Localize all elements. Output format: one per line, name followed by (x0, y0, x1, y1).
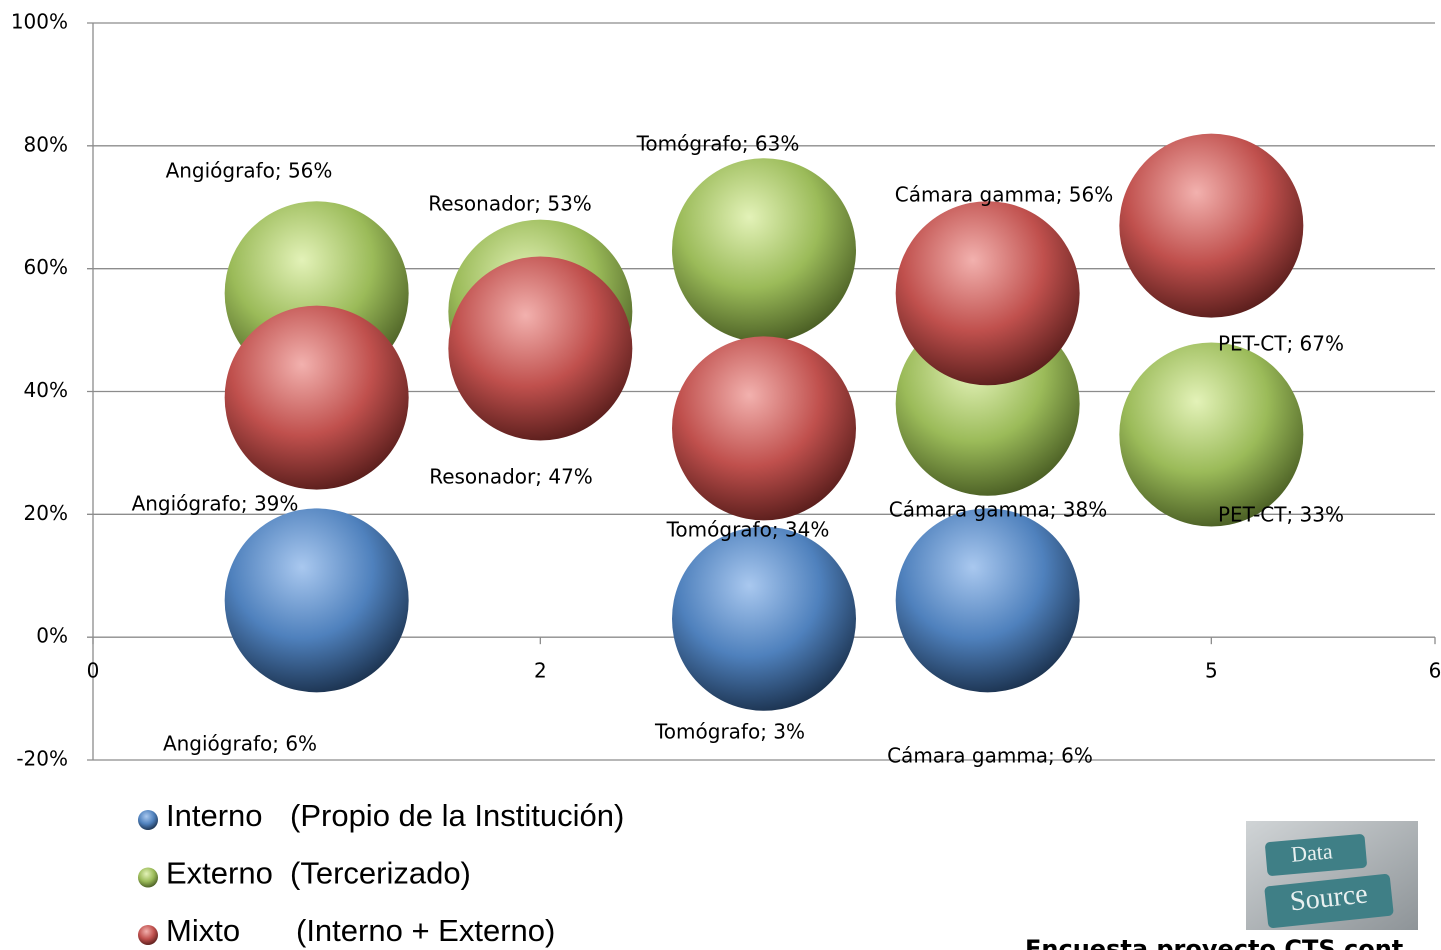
data-label: Tomógrafo; 34% (666, 518, 830, 542)
legend-marker (138, 810, 158, 830)
bubble (224, 305, 409, 490)
y-tick-label: 60% (24, 255, 68, 279)
bubble (1119, 133, 1304, 318)
source-image: Data Source (1246, 821, 1418, 930)
legend: Interno (Propio de la Institución) Externo… (138, 798, 624, 948)
y-tick-label: 100% (11, 10, 68, 34)
data-label: Cámara gamma; 56% (895, 183, 1114, 207)
bubble (448, 256, 633, 441)
bubble (1119, 342, 1304, 527)
legend-description: (Propio de la Institución) (290, 798, 624, 833)
x-tick-label: 0 (87, 659, 100, 683)
data-label: Tomógrafo; 3% (654, 720, 805, 744)
x-tick-label: 5 (1205, 659, 1218, 683)
legend-marker (138, 925, 158, 945)
y-tick-label: 0% (36, 624, 68, 648)
legend-label: Interno (166, 798, 263, 833)
data-label: Cámara gamma; 38% (889, 498, 1108, 522)
data-label: PET-CT; 67% (1218, 332, 1344, 356)
source-text: Encuesta proyecto CTS cont (1025, 935, 1403, 950)
y-tick-label: 40% (24, 378, 68, 402)
data-labels: Angiógrafo; 6% Tomógrafo; 3% Cámara gamma;… (132, 132, 1344, 768)
y-tick-label: 20% (24, 501, 68, 525)
key (1265, 834, 1367, 876)
legend-label: Mixto (166, 913, 240, 948)
bubble (672, 336, 856, 521)
bubble (895, 201, 1080, 386)
legend-label: Externo (166, 856, 273, 891)
bubble (224, 508, 409, 693)
data-label: Angiógrafo; 6% (163, 732, 317, 756)
bubble (672, 526, 856, 711)
data-label: PET-CT; 33% (1218, 503, 1344, 527)
bubbles (224, 133, 1304, 711)
y-tick-label: 80% (24, 132, 68, 156)
legend-description: (Interno + Externo) (296, 913, 555, 948)
x-tick-label: 2 (534, 659, 547, 683)
x-tick-label: 6 (1429, 659, 1441, 683)
bubble (895, 508, 1080, 693)
legend-marker (138, 867, 158, 888)
data-label: Angiógrafo; 39% (132, 492, 299, 516)
data-label: Resonador; 53% (428, 192, 592, 216)
data-label: Resonador; 47% (429, 465, 593, 489)
key (1264, 874, 1394, 928)
bubble (672, 158, 856, 343)
legend-description: (Tercerizado) (290, 856, 471, 891)
key-text: Data (1290, 838, 1334, 867)
y-tick-label: -20% (16, 747, 68, 771)
data-label: Angiógrafo; 56% (166, 159, 333, 183)
data-label: Cámara gamma; 6% (887, 744, 1093, 768)
data-label: Tomógrafo; 63% (636, 132, 800, 156)
